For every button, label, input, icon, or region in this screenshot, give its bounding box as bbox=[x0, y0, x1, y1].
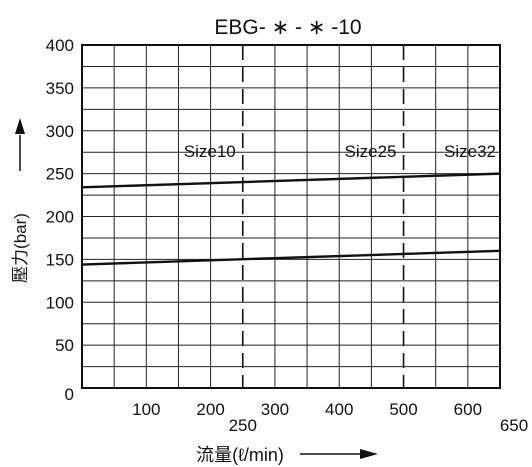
x-axis-label: 流量(ℓ/min) bbox=[196, 445, 378, 465]
size-labels: Size10 Size25 Size32 bbox=[184, 142, 496, 161]
x-tick-label: 600 bbox=[454, 400, 482, 419]
y-tick-labels: 0 50 100 150 200 250 300 350 400 bbox=[46, 36, 74, 404]
y-axis-label: 壓力(bar) bbox=[11, 118, 30, 283]
x-tick-label-secondary: 650 bbox=[500, 416, 528, 435]
y-axis-arrow-head bbox=[15, 118, 25, 134]
size-label: Size32 bbox=[444, 142, 496, 161]
x-tick-label: 500 bbox=[389, 400, 417, 419]
y-tick-label: 250 bbox=[46, 165, 74, 184]
series-line bbox=[81, 249, 501, 266]
x-tick-label: 300 bbox=[261, 400, 289, 419]
x-axis-label-text: 流量(ℓ/min) bbox=[196, 445, 284, 465]
y-tick-label: 0 bbox=[65, 385, 74, 404]
size-label: Size25 bbox=[345, 142, 397, 161]
y-tick-label: 350 bbox=[46, 79, 74, 98]
x-tick-label: 400 bbox=[325, 400, 353, 419]
series-lines bbox=[81, 172, 501, 266]
y-tick-label: 150 bbox=[46, 250, 74, 269]
y-tick-label: 50 bbox=[55, 336, 74, 355]
y-tick-label: 200 bbox=[46, 208, 74, 227]
x-tick-labels: 100 200 300 400 500 600 250 650 bbox=[132, 400, 528, 435]
y-tick-label: 100 bbox=[46, 293, 74, 312]
size-limit-lines bbox=[241, 45, 405, 388]
x-axis-arrow-head bbox=[360, 449, 378, 459]
x-tick-label-secondary: 250 bbox=[229, 416, 257, 435]
size-label: Size10 bbox=[184, 142, 236, 161]
series-line bbox=[81, 172, 501, 189]
y-axis-label-text: 壓力(bar) bbox=[11, 213, 30, 283]
grid bbox=[82, 45, 500, 388]
x-tick-label: 100 bbox=[132, 400, 160, 419]
x-tick-label: 200 bbox=[196, 400, 224, 419]
chart-title: EBG- ∗ - ∗ -10 bbox=[214, 16, 361, 39]
y-tick-label: 300 bbox=[46, 122, 74, 141]
plot-frame bbox=[81, 44, 501, 389]
y-tick-label: 400 bbox=[46, 36, 74, 55]
